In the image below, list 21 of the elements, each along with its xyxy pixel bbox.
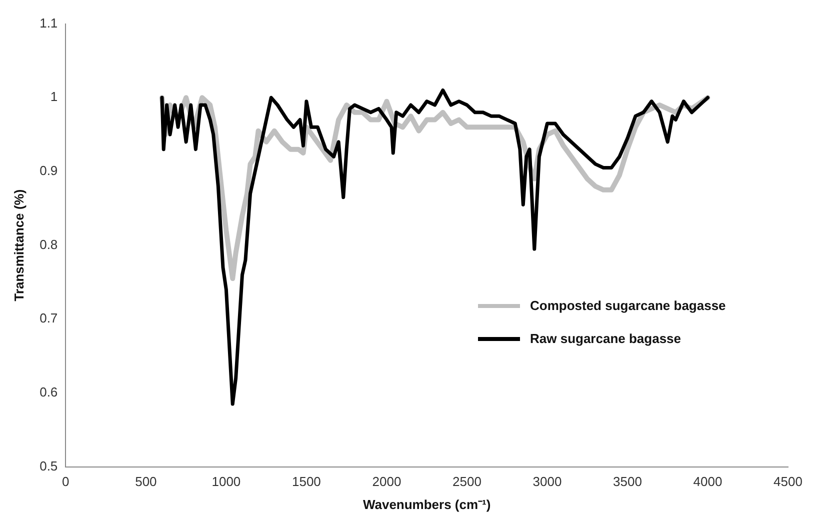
x-tick-label: 4000 (693, 474, 722, 490)
legend-label: Composted sugarcane bagasse (530, 298, 726, 313)
y-tick-label: 0.7 (40, 310, 58, 326)
x-tick-label: 3000 (532, 474, 562, 490)
x-tick-label: 0 (62, 474, 70, 490)
y-tick-label: 1.1 (40, 15, 58, 30)
x-tick-label: 2000 (372, 474, 402, 490)
y-axis-title: Transmittance (%) (11, 189, 26, 302)
x-axis-title: Wavenumbers (cm⁻¹) (362, 496, 491, 512)
y-tick-label: 0.6 (40, 384, 58, 400)
y-tick-label: 0.9 (40, 163, 58, 178)
y-tick-label: 0.8 (40, 236, 58, 252)
y-tick-label: 1 (50, 89, 58, 104)
x-tick-label: 1500 (292, 474, 321, 490)
x-tick-label: 4500 (774, 474, 802, 490)
x-tick-label: 2500 (452, 474, 482, 490)
legend-label: Raw sugarcane bagasse (530, 331, 682, 346)
x-tick-label: 500 (135, 474, 157, 490)
y-tick-label: 0.5 (40, 458, 58, 474)
x-tick-label: 1000 (212, 474, 241, 490)
x-tick-label: 3500 (613, 474, 642, 490)
